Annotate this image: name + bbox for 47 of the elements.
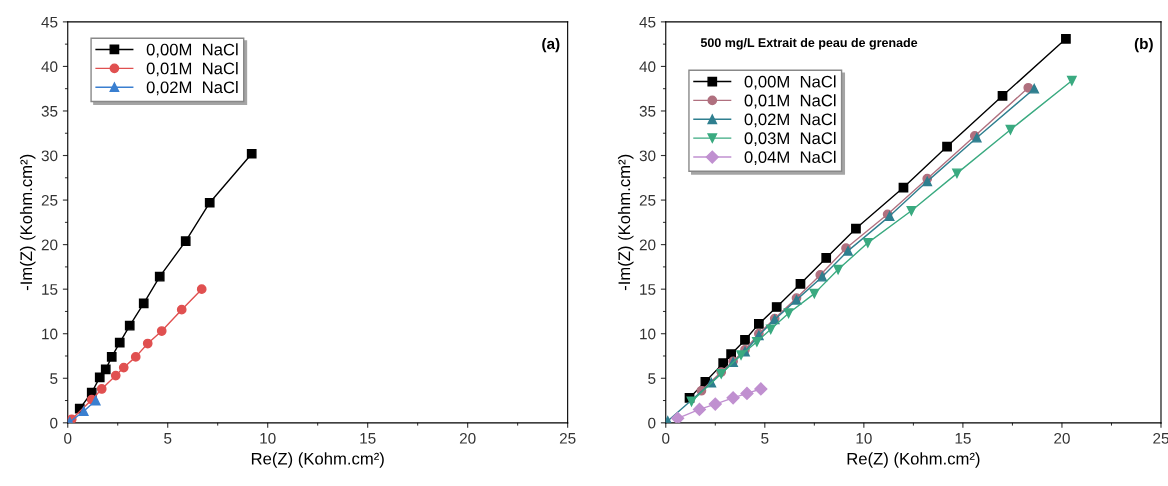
x-tick-label: 15 (955, 433, 971, 444)
legend-label: 0,02M NaCl (146, 80, 238, 96)
x-axis-title: Re(Z) (Kohm.cm²) (847, 452, 980, 468)
x-tick-label: 25 (559, 432, 576, 444)
y-tick-label: 30 (639, 150, 656, 162)
x-axis-title: Re(Z) (Kohm.cm²) (251, 452, 384, 468)
legend-label: 0,02M NaCl (744, 113, 836, 128)
y-tick-label: 0 (648, 417, 656, 429)
y-tick-label: 35 (41, 105, 58, 117)
x-tick-label: 0 (64, 432, 72, 444)
y-axis-title: -Im(Z) (Kohm.cm²) (19, 154, 36, 291)
legend-label: 0,03M NaCl (744, 131, 836, 147)
y-tick-label: 10 (640, 328, 656, 340)
y-tick-label: 5 (50, 373, 58, 384)
legend-label: 0,00M NaCl (744, 75, 836, 90)
y-tick-label: 40 (639, 61, 656, 73)
annotation: (b) (1134, 37, 1153, 53)
annotation: (a) (542, 37, 560, 53)
y-tick-label: 10 (42, 328, 58, 340)
legend-label: 0,00M NaCl (146, 43, 238, 58)
y-tick-label: 30 (41, 150, 58, 162)
y-tick-label: 0 (50, 417, 58, 429)
x-tick-label: 5 (761, 433, 769, 444)
x-tick-label: 20 (1054, 432, 1070, 444)
y-tick-label: 15 (640, 284, 656, 295)
x-tick-label: 10 (856, 432, 872, 444)
x-tick-label: 20 (459, 432, 476, 444)
y-axis-title: -Im(Z) (Kohm.cm²) (617, 154, 634, 291)
y-tick-label: 25 (41, 194, 58, 206)
y-tick-label: 20 (639, 239, 656, 251)
annotation: 500 mg/L Extrait de peau de grenade (700, 37, 918, 50)
y-tick-label: 20 (41, 239, 58, 251)
legend-label: 0,01M NaCl (744, 94, 836, 109)
y-tick-label: 15 (42, 284, 58, 295)
x-tick-label: 0 (662, 432, 670, 444)
y-tick-label: 40 (41, 61, 58, 73)
y-tick-label: 45 (639, 16, 656, 28)
y-tick-label: 35 (639, 105, 656, 117)
y-tick-label: 5 (648, 373, 656, 384)
y-tick-label: 45 (41, 16, 58, 28)
x-tick-label: 10 (260, 432, 276, 444)
legend-label: 0,01M NaCl (146, 62, 238, 77)
legend-label: 0,04M NaCl (744, 150, 836, 165)
x-tick-label: 15 (360, 433, 376, 444)
y-tick-label: 25 (639, 194, 656, 206)
x-tick-label: 25 (1153, 432, 1168, 444)
x-tick-label: 5 (164, 433, 172, 444)
